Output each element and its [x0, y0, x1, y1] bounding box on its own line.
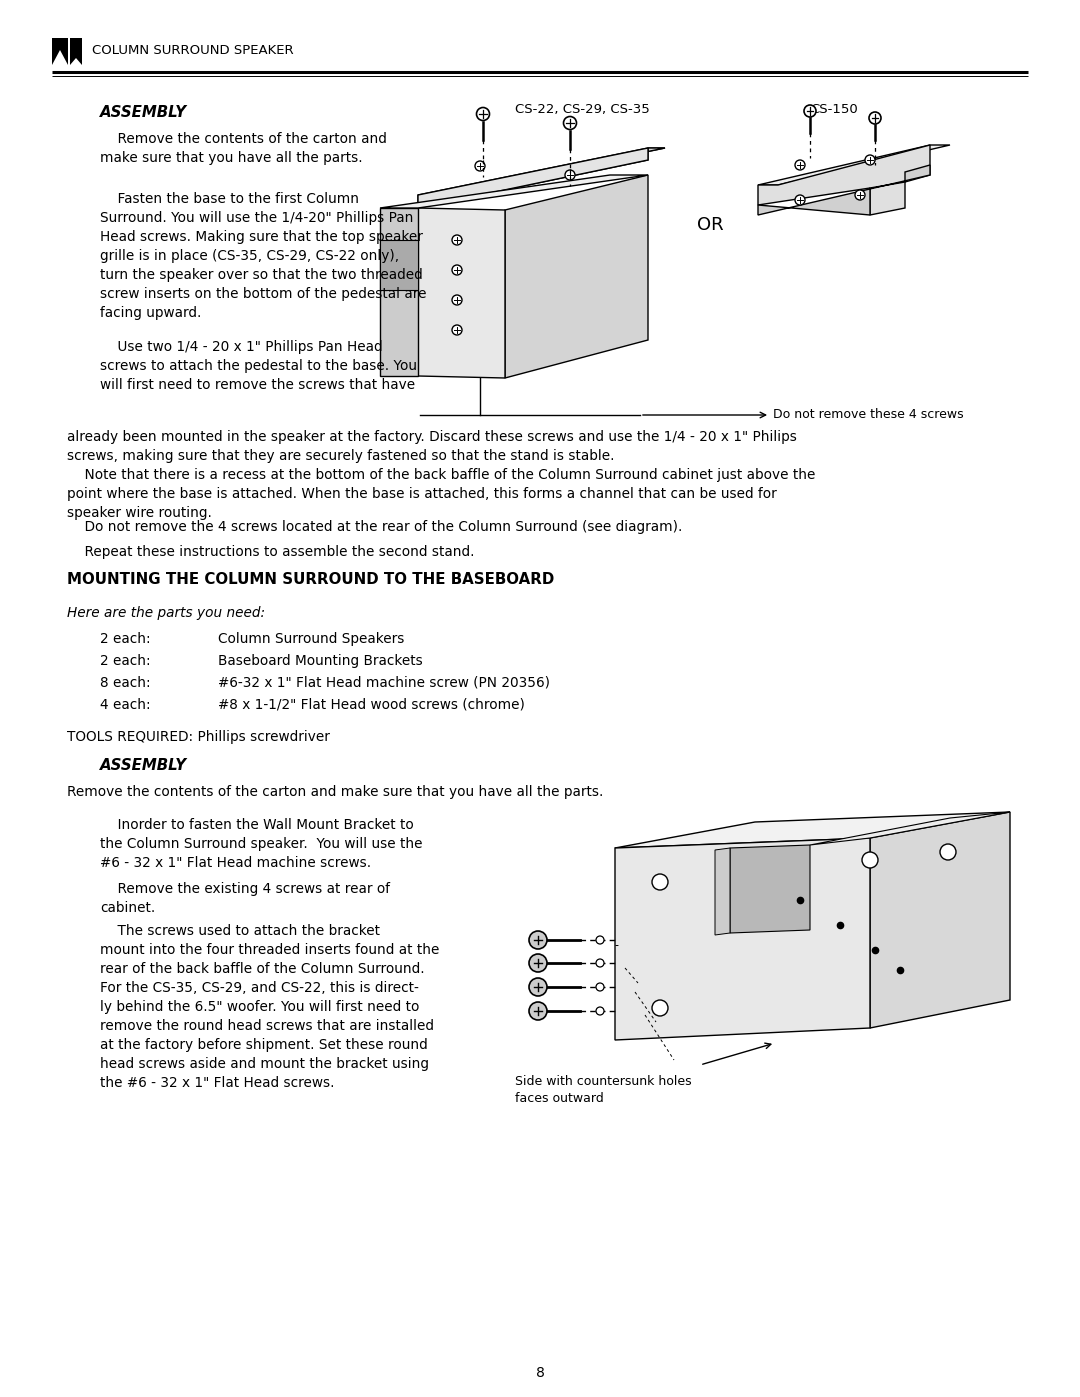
Text: Fasten the base to the first Column
Surround. You will use the 1/4-20" Phillips : Fasten the base to the first Column Surr… [100, 191, 427, 320]
Text: #8 x 1-1/2" Flat Head wood screws (chrome): #8 x 1-1/2" Flat Head wood screws (chrom… [218, 698, 525, 712]
Text: Here are the parts you need:: Here are the parts you need: [67, 606, 265, 620]
Circle shape [453, 326, 462, 335]
Circle shape [596, 958, 604, 967]
Text: OR: OR [697, 217, 724, 235]
Circle shape [596, 936, 604, 944]
Polygon shape [810, 812, 1010, 845]
Text: Side with countersunk holes
faces outward: Side with countersunk holes faces outwar… [515, 1076, 691, 1105]
Text: CS-22, CS-29, CS-35: CS-22, CS-29, CS-35 [515, 103, 650, 116]
Circle shape [476, 108, 489, 120]
Text: Remove the existing 4 screws at rear of
cabinet.: Remove the existing 4 screws at rear of … [100, 882, 390, 915]
Circle shape [529, 930, 546, 949]
Text: Baseboard Mounting Brackets: Baseboard Mounting Brackets [218, 654, 422, 668]
Polygon shape [505, 175, 648, 379]
Text: COLUMN SURROUND SPEAKER: COLUMN SURROUND SPEAKER [92, 45, 294, 57]
Polygon shape [418, 148, 665, 208]
Text: The screws used to attach the bracket
mount into the four threaded inserts found: The screws used to attach the bracket mo… [100, 923, 440, 1090]
Text: 2 each:: 2 each: [100, 631, 150, 645]
Polygon shape [758, 145, 930, 215]
Circle shape [795, 161, 805, 170]
Text: MOUNTING THE COLUMN SURROUND TO THE BASEBOARD: MOUNTING THE COLUMN SURROUND TO THE BASE… [67, 571, 554, 587]
Polygon shape [380, 208, 418, 376]
Polygon shape [380, 175, 648, 208]
Circle shape [862, 852, 878, 868]
Polygon shape [758, 145, 950, 184]
Circle shape [795, 196, 805, 205]
Polygon shape [380, 240, 418, 291]
Circle shape [475, 161, 485, 170]
Polygon shape [418, 148, 665, 196]
Polygon shape [70, 38, 82, 66]
Text: Remove the contents of the carton and
make sure that you have all the parts.: Remove the contents of the carton and ma… [100, 131, 387, 165]
Circle shape [869, 112, 881, 124]
Text: Use two 1/4 - 20 x 1" Phillips Pan Head
screws to attach the pedestal to the bas: Use two 1/4 - 20 x 1" Phillips Pan Head … [100, 339, 417, 393]
Circle shape [596, 1007, 604, 1016]
Circle shape [940, 844, 956, 861]
Text: ASSEMBLY: ASSEMBLY [100, 105, 187, 120]
Text: 2 each:: 2 each: [100, 654, 150, 668]
Circle shape [529, 1002, 546, 1020]
Polygon shape [418, 208, 505, 379]
Text: CS-150: CS-150 [810, 103, 858, 116]
Text: #6-32 x 1" Flat Head machine screw (PN 20356): #6-32 x 1" Flat Head machine screw (PN 2… [218, 676, 550, 690]
Polygon shape [52, 38, 68, 66]
Circle shape [855, 190, 865, 200]
Circle shape [453, 235, 462, 244]
Text: 8 each:: 8 each: [100, 676, 150, 690]
Circle shape [565, 170, 575, 180]
Polygon shape [730, 845, 810, 933]
Text: Repeat these instructions to assemble the second stand.: Repeat these instructions to assemble th… [67, 545, 474, 559]
Circle shape [564, 116, 577, 130]
Text: ASSEMBLY: ASSEMBLY [100, 759, 187, 773]
Polygon shape [715, 848, 730, 935]
Circle shape [652, 1000, 669, 1016]
Polygon shape [418, 148, 648, 208]
Circle shape [652, 875, 669, 890]
Polygon shape [870, 812, 1010, 1028]
Polygon shape [615, 838, 870, 1039]
Circle shape [453, 265, 462, 275]
Text: Remove the contents of the carton and make sure that you have all the parts.: Remove the contents of the carton and ma… [67, 785, 604, 799]
Text: 4 each:: 4 each: [100, 698, 150, 712]
Text: TOOLS REQUIRED: Phillips screwdriver: TOOLS REQUIRED: Phillips screwdriver [67, 731, 329, 745]
Circle shape [804, 105, 816, 117]
Polygon shape [615, 812, 1010, 848]
Text: Do not remove the 4 screws located at the rear of the Column Surround (see diagr: Do not remove the 4 screws located at th… [67, 520, 683, 534]
Circle shape [596, 983, 604, 990]
Polygon shape [758, 165, 930, 215]
Circle shape [529, 954, 546, 972]
Text: Inorder to fasten the Wall Mount Bracket to
the Column Surround speaker.  You wi: Inorder to fasten the Wall Mount Bracket… [100, 819, 422, 870]
Text: 8: 8 [536, 1366, 544, 1380]
Text: Do not remove these 4 screws: Do not remove these 4 screws [773, 408, 963, 422]
Circle shape [529, 978, 546, 996]
Circle shape [453, 295, 462, 305]
Polygon shape [70, 52, 82, 66]
Circle shape [865, 155, 875, 165]
Text: already been mounted in the speaker at the factory. Discard these screws and use: already been mounted in the speaker at t… [67, 430, 797, 462]
Text: Note that there is a recess at the bottom of the back baffle of the Column Surro: Note that there is a recess at the botto… [67, 468, 815, 520]
Text: Column Surround Speakers: Column Surround Speakers [218, 631, 404, 645]
